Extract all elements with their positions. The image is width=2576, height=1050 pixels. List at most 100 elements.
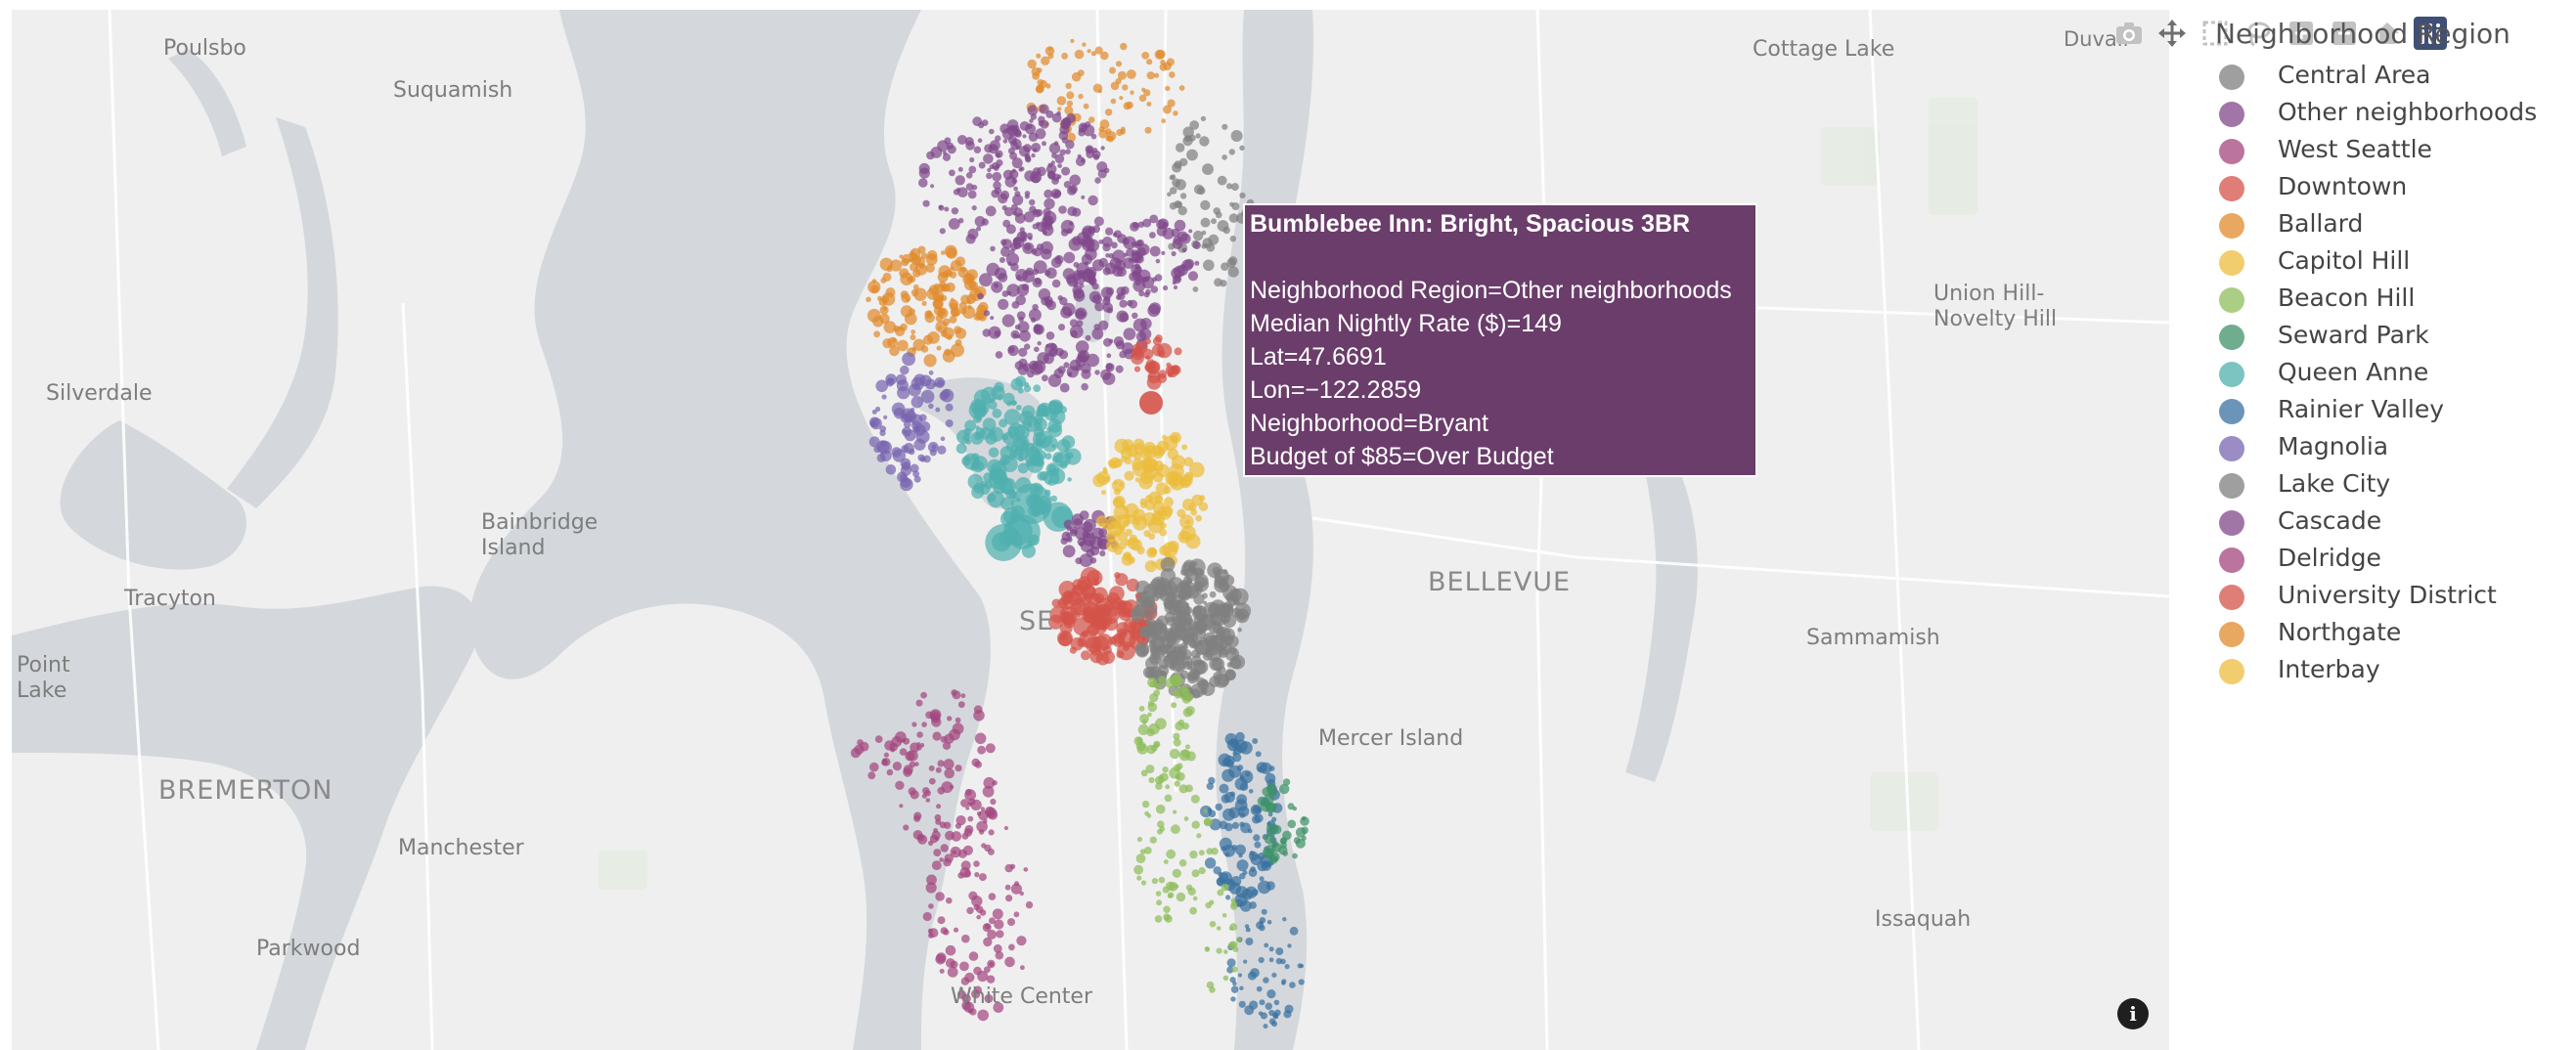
listing-point[interactable] (988, 400, 998, 410)
listing-point[interactable] (935, 766, 942, 773)
listing-point[interactable] (1157, 820, 1165, 828)
listing-point[interactable] (993, 943, 1002, 953)
listing-point[interactable] (970, 799, 982, 811)
hovered-point[interactable] (1139, 391, 1163, 415)
legend-item[interactable]: Seward Park (2205, 319, 2567, 354)
listing-point[interactable] (1136, 875, 1142, 881)
listing-point[interactable] (868, 436, 880, 448)
listing-point[interactable] (1131, 351, 1144, 365)
listing-point[interactable] (1230, 654, 1246, 670)
listing-point[interactable] (1127, 514, 1136, 525)
listing-point[interactable] (964, 789, 976, 802)
listing-point[interactable] (1138, 94, 1147, 103)
listing-point[interactable] (1198, 850, 1205, 856)
listing-point[interactable] (1228, 589, 1242, 602)
listing-point[interactable] (1171, 250, 1177, 257)
listing-point[interactable] (990, 798, 997, 806)
listing-point[interactable] (1099, 119, 1110, 130)
listing-point[interactable] (867, 771, 876, 780)
listing-point[interactable] (1238, 853, 1243, 858)
listing-point[interactable] (1155, 718, 1167, 730)
listing-point[interactable] (1243, 959, 1248, 964)
listing-point[interactable] (1197, 639, 1204, 646)
listing-point[interactable] (942, 271, 948, 277)
listing-point[interactable] (1081, 369, 1091, 379)
listing-point[interactable] (1146, 619, 1157, 629)
listing-point[interactable] (1091, 328, 1104, 340)
listing-point[interactable] (1030, 171, 1043, 184)
listing-point[interactable] (1054, 254, 1064, 265)
listing-point[interactable] (1218, 666, 1226, 674)
listing-point[interactable] (1063, 519, 1074, 530)
listing-point[interactable] (937, 284, 946, 292)
listing-point[interactable] (1126, 101, 1133, 109)
listing-point[interactable] (967, 815, 974, 822)
listing-point[interactable] (886, 768, 894, 776)
listing-point[interactable] (1181, 444, 1188, 451)
listing-point[interactable] (1052, 192, 1058, 198)
listing-point[interactable] (1155, 258, 1161, 264)
listing-point[interactable] (1070, 38, 1075, 43)
listing-point[interactable] (921, 300, 927, 306)
listing-point[interactable] (1134, 580, 1151, 595)
legend-item[interactable]: Ballard (2205, 207, 2567, 242)
listing-point[interactable] (1016, 284, 1030, 296)
listing-point[interactable] (920, 691, 927, 699)
listing-point[interactable] (1088, 195, 1098, 206)
listing-point[interactable] (1014, 324, 1021, 330)
listing-point[interactable] (1108, 252, 1115, 259)
listing-point[interactable] (967, 190, 977, 199)
listing-point[interactable] (1179, 581, 1197, 598)
legend-item[interactable]: Lake City (2205, 467, 2567, 503)
listing-point[interactable] (1182, 126, 1194, 138)
listing-point[interactable] (1144, 560, 1157, 573)
listing-point[interactable] (1085, 334, 1091, 341)
listing-point[interactable] (881, 758, 887, 764)
listing-point[interactable] (892, 762, 903, 771)
listing-point[interactable] (1287, 943, 1292, 948)
listing-point[interactable] (923, 455, 931, 463)
listing-point[interactable] (987, 167, 992, 173)
listing-point[interactable] (1141, 51, 1150, 60)
listing-point[interactable] (1206, 782, 1215, 790)
listing-point[interactable] (1078, 127, 1084, 133)
listing-point[interactable] (1298, 979, 1305, 985)
listing-point[interactable] (1128, 621, 1136, 630)
listing-point[interactable] (899, 804, 904, 809)
listing-point[interactable] (1148, 776, 1155, 784)
listing-point[interactable] (1120, 42, 1128, 51)
listing-point[interactable] (883, 415, 888, 419)
listing-point[interactable] (995, 152, 1001, 158)
listing-point[interactable] (970, 431, 984, 445)
listing-point[interactable] (1091, 259, 1105, 272)
listing-point[interactable] (971, 896, 983, 907)
listing-point[interactable] (1289, 982, 1296, 988)
listing-point[interactable] (1040, 241, 1053, 254)
listing-point[interactable] (950, 297, 955, 302)
listing-point[interactable] (1065, 82, 1072, 90)
listing-point[interactable] (1017, 321, 1030, 333)
listing-point[interactable] (973, 146, 982, 153)
listing-point[interactable] (1171, 675, 1181, 685)
listing-point[interactable] (1048, 143, 1061, 154)
listing-point[interactable] (1143, 89, 1151, 97)
listing-point[interactable] (1226, 966, 1234, 974)
listing-point[interactable] (1255, 751, 1262, 758)
listing-point[interactable] (1200, 115, 1207, 122)
listing-point[interactable] (1167, 632, 1181, 645)
listing-point[interactable] (935, 321, 948, 333)
listing-point[interactable] (930, 184, 935, 189)
listing-point[interactable] (935, 836, 940, 842)
listing-point[interactable] (974, 761, 982, 768)
listing-point[interactable] (1213, 207, 1221, 215)
listing-point[interactable] (955, 765, 962, 772)
listing-point[interactable] (1268, 854, 1278, 864)
listing-point[interactable] (1234, 777, 1248, 791)
listing-point[interactable] (879, 313, 890, 325)
listing-point[interactable] (1200, 687, 1208, 695)
listing-point[interactable] (972, 460, 985, 473)
listing-point[interactable] (915, 699, 923, 707)
listing-point[interactable] (978, 161, 986, 169)
listing-point[interactable] (1102, 645, 1112, 655)
legend-item[interactable]: Rainier Valley (2205, 393, 2567, 428)
